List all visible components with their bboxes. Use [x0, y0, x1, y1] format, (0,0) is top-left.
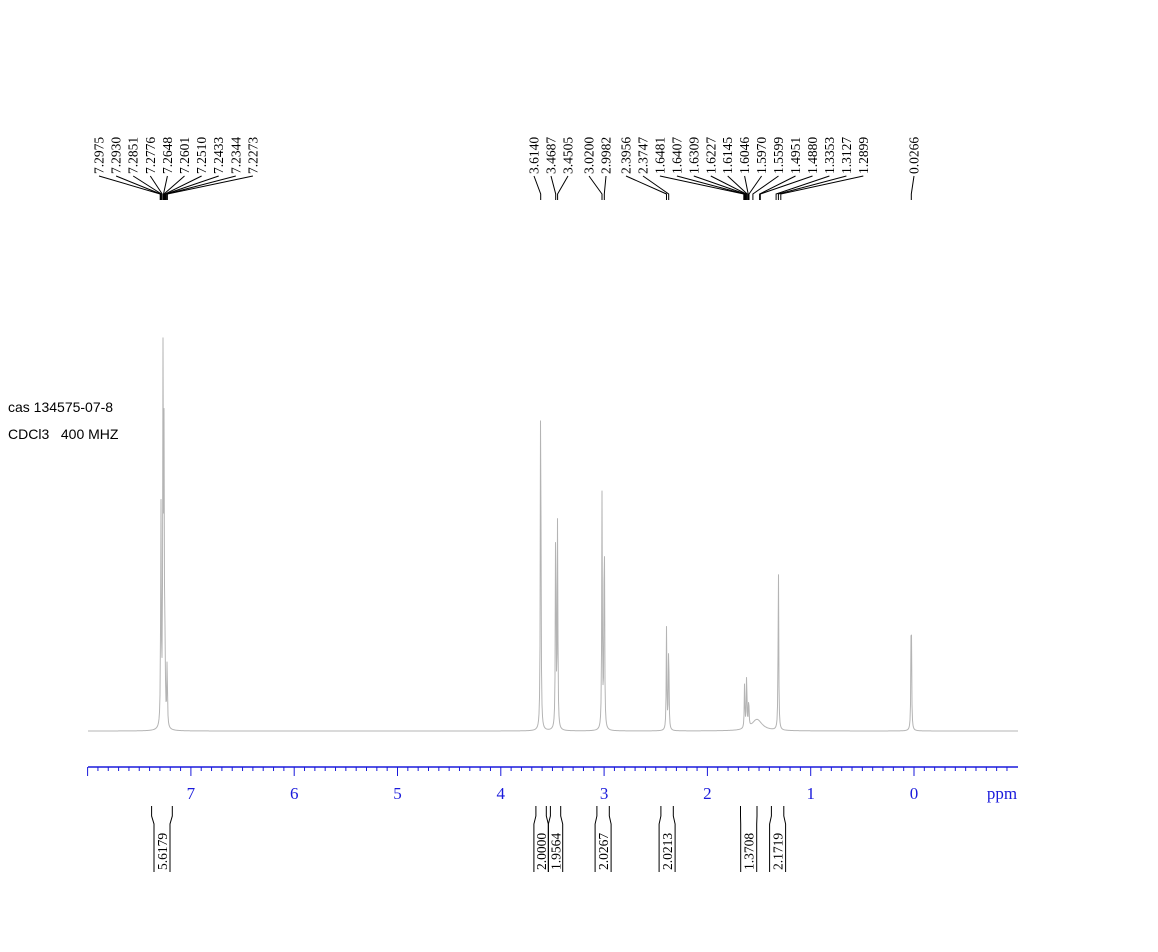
- peak-label: 2.3747: [635, 137, 650, 174]
- peak-label-leader: [164, 175, 202, 200]
- peak-label-leader: [693, 175, 746, 200]
- peak-label-leader: [744, 175, 749, 200]
- integral-value: 2.0000: [534, 833, 549, 870]
- integral-bracket: [151, 806, 173, 872]
- peak-label: 3.4505: [561, 137, 576, 174]
- peak-label-leader: [777, 175, 847, 200]
- peak-label: 3.4687: [544, 137, 559, 174]
- integral-value: 1.9564: [549, 833, 564, 870]
- peak-label: 3.0200: [582, 137, 597, 174]
- peak-label-leader: [780, 175, 864, 200]
- peak-label-leader: [759, 175, 813, 200]
- peak-label: 1.6227: [703, 137, 718, 174]
- peak-label-leader: [557, 175, 569, 200]
- integral-bracket: [769, 806, 787, 872]
- peak-label: 1.6046: [737, 137, 752, 174]
- peak-label-leader: [132, 175, 162, 200]
- integral-bracket: [658, 806, 676, 872]
- x-tick-label: 3: [600, 784, 609, 803]
- integral-value: 2.0267: [596, 833, 611, 870]
- integral-value: 5.6179: [155, 833, 170, 870]
- peak-label-leader: [165, 175, 219, 200]
- peak-label: 1.6145: [720, 137, 735, 174]
- peak-label-leader: [748, 175, 763, 200]
- peak-label: 2.3956: [619, 137, 634, 174]
- integral-bracket: [740, 806, 758, 872]
- peak-label-leader: [710, 175, 747, 200]
- peak-label: 1.6481: [652, 137, 667, 174]
- x-tick-label: 2: [703, 784, 712, 803]
- peak-label-leader: [149, 175, 163, 200]
- peak-label-leader: [775, 175, 830, 200]
- peak-label: 1.4880: [805, 137, 820, 174]
- peak-label: 7.2273: [245, 137, 260, 174]
- peak-label-leader: [603, 175, 607, 200]
- peak-label-leader: [752, 175, 779, 200]
- peak-label-leader: [642, 175, 670, 200]
- spectrum-layer: [88, 337, 1018, 732]
- peak-label-leader: [727, 175, 748, 200]
- integral-bracket: [594, 806, 612, 872]
- integral-value: 2.1719: [771, 833, 786, 870]
- peak-label-leader: [550, 175, 557, 200]
- peak-label: 3.6140: [527, 137, 542, 174]
- peak-label-layer: 7.2975 7.2930 7.2851 7.2776 7.2648 7.2601 7.25…: [92, 137, 922, 200]
- peak-label-leader: [166, 175, 236, 200]
- sample-cas-label: cas 134575-07-8: [8, 399, 114, 415]
- x-tick-label: 6: [290, 784, 299, 803]
- peak-label-leader: [533, 175, 542, 200]
- x-tick-label: 7: [187, 784, 196, 803]
- peak-label-leader: [910, 175, 915, 200]
- peak-label: 7.2975: [92, 137, 107, 174]
- peak-label: 7.2344: [228, 137, 243, 174]
- integral-bracket: [547, 806, 564, 872]
- peak-label: 1.6309: [686, 137, 701, 174]
- peak-label: 7.2601: [177, 137, 192, 174]
- peak-label: 2.9982: [599, 137, 614, 174]
- peak-label: 1.2899: [856, 137, 871, 174]
- x-tick-label: 1: [806, 784, 815, 803]
- spectrum-trace: [88, 337, 1018, 732]
- peak-label: 1.5599: [771, 137, 786, 174]
- peak-label: 7.2433: [211, 137, 226, 174]
- peak-label: 1.5970: [754, 137, 769, 174]
- x-tick-label: 5: [393, 784, 402, 803]
- peak-label: 7.2930: [109, 137, 124, 174]
- x-axis-label: ppm: [987, 784, 1017, 803]
- peak-label-leader: [759, 175, 796, 200]
- peak-label: 1.6407: [669, 137, 684, 174]
- peak-label-leader: [166, 175, 254, 200]
- integral-layer: 5.6179 2.0000 1.9564 2.0267 2.0213 1.3708 2.17…: [151, 806, 787, 872]
- peak-label: 7.2510: [194, 137, 209, 174]
- axis-layer: 0 1 2 3 4 5 6 7 ppm: [87, 766, 1018, 803]
- peak-label: 1.3353: [822, 137, 837, 174]
- sample-conditions-label: CDCl3 400 MHZ: [8, 426, 119, 442]
- peak-label-leader: [98, 175, 161, 200]
- peak-label-leader: [588, 175, 603, 200]
- peak-label-leader: [625, 175, 667, 200]
- peak-label-leader: [163, 175, 185, 200]
- peak-label: 7.2648: [160, 137, 175, 174]
- peak-label: 0.0266: [907, 137, 922, 174]
- peak-label: 1.3127: [839, 137, 854, 174]
- x-tick-label: 4: [497, 784, 506, 803]
- integral-value: 2.0213: [660, 833, 675, 870]
- x-tick-label: 0: [910, 784, 919, 803]
- peak-label: 1.4951: [788, 137, 803, 174]
- integral-value: 1.3708: [742, 833, 757, 870]
- peak-label: 7.2851: [126, 137, 141, 174]
- peak-label: 7.2776: [143, 137, 158, 174]
